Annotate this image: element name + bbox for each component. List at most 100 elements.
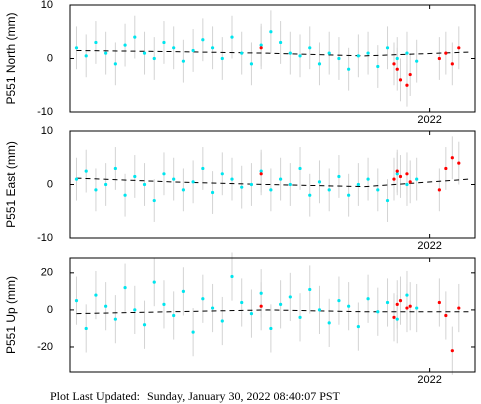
data-point bbox=[142, 323, 147, 327]
data-point bbox=[201, 166, 205, 171]
data-point bbox=[327, 321, 331, 325]
plot-frame bbox=[69, 257, 476, 373]
data-point bbox=[230, 35, 234, 39]
data-point bbox=[298, 54, 302, 58]
data-point bbox=[181, 289, 185, 293]
data-point bbox=[210, 46, 215, 50]
data-point bbox=[450, 156, 454, 160]
data-point bbox=[405, 306, 409, 310]
data-point bbox=[385, 198, 390, 203]
data-point bbox=[405, 83, 409, 87]
trend-line bbox=[76, 177, 469, 188]
data-point bbox=[74, 177, 79, 181]
data-point bbox=[279, 177, 283, 181]
data-point bbox=[437, 56, 441, 61]
y-tick-label: 0 bbox=[47, 304, 53, 316]
data-point bbox=[437, 300, 441, 305]
data-point bbox=[308, 193, 312, 197]
data-point bbox=[457, 306, 461, 310]
data-point bbox=[457, 161, 461, 165]
data-point bbox=[94, 293, 98, 297]
data-point bbox=[395, 56, 399, 61]
data-point bbox=[230, 274, 234, 279]
data-point bbox=[444, 51, 448, 55]
footer-date: Sunday, January 30, 2022 08:40:07 PST bbox=[147, 389, 341, 403]
plot-frame bbox=[69, 4, 476, 113]
data-point bbox=[356, 54, 360, 58]
y-axis-label: P551 East (mm) bbox=[4, 141, 18, 228]
data-point bbox=[415, 306, 419, 310]
footer-label: Plot Last Updated: bbox=[50, 389, 140, 403]
data-point bbox=[240, 300, 244, 305]
data-point bbox=[385, 46, 390, 50]
y-tick-label: -10 bbox=[37, 106, 53, 118]
data-point bbox=[259, 43, 263, 47]
data-point bbox=[133, 35, 137, 39]
data-point bbox=[162, 172, 166, 176]
data-point bbox=[308, 46, 312, 50]
data-point bbox=[298, 166, 302, 171]
data-point bbox=[408, 304, 412, 308]
data-point bbox=[142, 51, 147, 55]
data-point bbox=[152, 198, 156, 203]
data-point bbox=[249, 182, 254, 187]
y-tick-label: 10 bbox=[41, 0, 53, 11]
data-point bbox=[392, 62, 396, 66]
data-point bbox=[408, 72, 412, 77]
data-point bbox=[395, 317, 399, 321]
data-point bbox=[288, 51, 292, 55]
data-point bbox=[181, 188, 185, 192]
data-point bbox=[191, 180, 195, 184]
data-point bbox=[327, 51, 331, 55]
data-point bbox=[450, 349, 454, 353]
data-point bbox=[84, 54, 88, 58]
data-point bbox=[172, 313, 176, 318]
data-point bbox=[288, 295, 292, 299]
data-point bbox=[249, 62, 254, 66]
data-point bbox=[408, 180, 412, 184]
data-point bbox=[279, 40, 283, 45]
data-point bbox=[356, 182, 360, 187]
data-point bbox=[395, 302, 399, 306]
data-point bbox=[337, 56, 341, 61]
data-point bbox=[298, 315, 302, 319]
plot-frame bbox=[69, 130, 476, 239]
data-point bbox=[395, 169, 399, 173]
y-tick-label: 20 bbox=[41, 267, 53, 279]
data-point bbox=[142, 182, 147, 187]
data-point bbox=[152, 280, 156, 284]
data-point bbox=[317, 62, 322, 66]
data-point bbox=[444, 166, 448, 171]
data-point bbox=[172, 46, 176, 50]
data-point bbox=[269, 30, 273, 34]
data-point bbox=[104, 182, 108, 187]
trend-line bbox=[76, 309, 469, 315]
data-point bbox=[288, 182, 292, 187]
data-point bbox=[133, 308, 137, 312]
data-point bbox=[113, 62, 117, 66]
x-tick-label: 2022 bbox=[417, 240, 441, 252]
data-point bbox=[259, 46, 263, 50]
data-point bbox=[376, 64, 380, 69]
x-tick-label: 2022 bbox=[417, 114, 441, 126]
y-axis-label: P551 North (mm) bbox=[4, 12, 18, 104]
y-tick-label: 0 bbox=[47, 52, 53, 64]
data-point bbox=[74, 46, 79, 50]
x-tick-label: 2022 bbox=[417, 374, 441, 386]
data-point bbox=[457, 46, 461, 50]
data-point bbox=[398, 78, 403, 82]
data-point bbox=[366, 51, 370, 55]
data-point bbox=[230, 177, 234, 181]
data-point bbox=[366, 297, 370, 301]
data-point bbox=[376, 188, 380, 192]
data-point bbox=[450, 62, 454, 66]
data-point bbox=[191, 48, 195, 53]
y-tick-label: -20 bbox=[37, 341, 53, 353]
data-point bbox=[308, 287, 312, 292]
data-point bbox=[191, 330, 195, 334]
data-point bbox=[405, 172, 409, 176]
data-point bbox=[113, 166, 117, 171]
data-point bbox=[356, 324, 360, 329]
data-point bbox=[392, 177, 396, 181]
